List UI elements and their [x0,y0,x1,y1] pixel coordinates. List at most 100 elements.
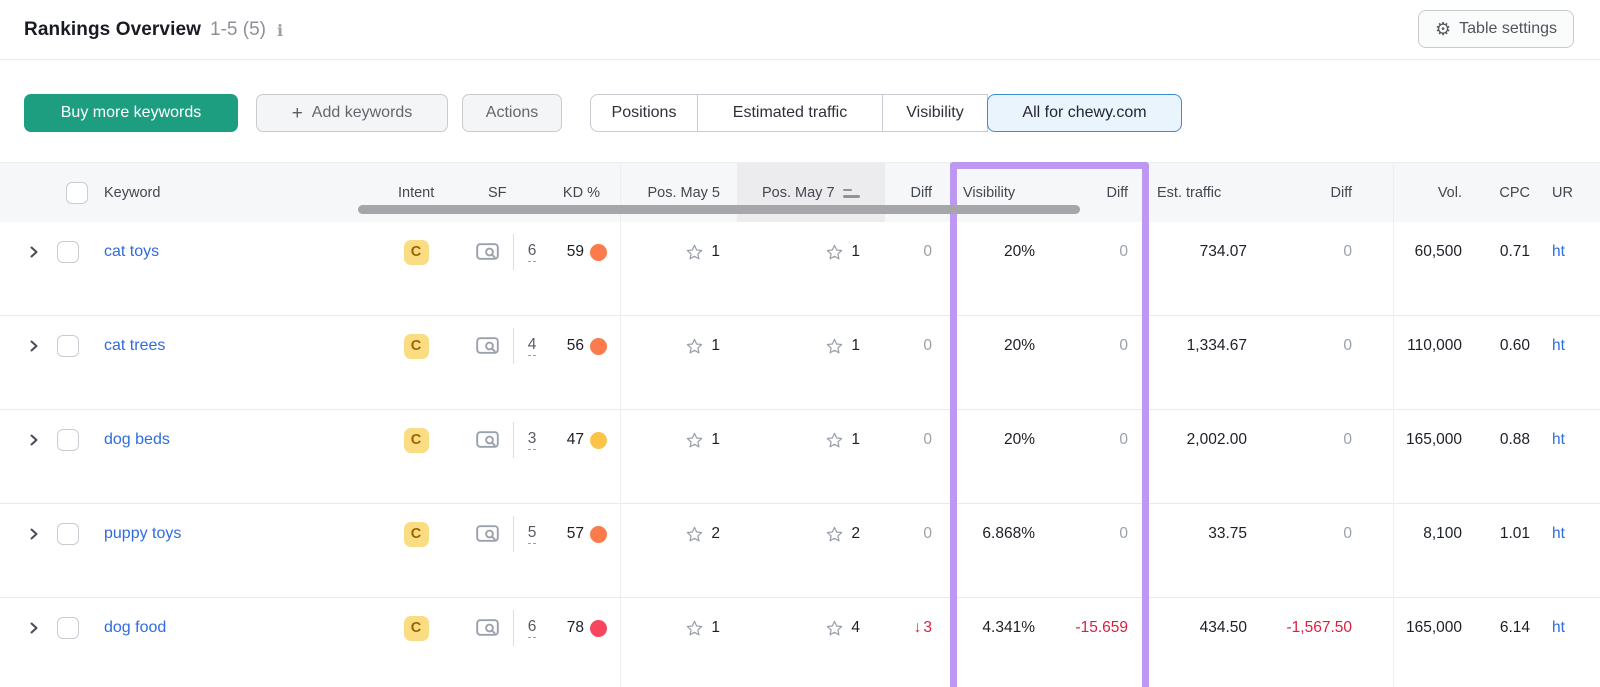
star-icon [827,338,843,353]
pos-may-7-value: 1 [851,431,860,448]
url-link[interactable]: ht [1552,243,1565,260]
info-icon[interactable]: i [276,20,284,40]
add-keywords-button[interactable]: + Add keywords [256,94,448,132]
col-visibility[interactable]: Visibility [963,185,1016,201]
kd-dot [590,431,607,449]
col-est-traffic[interactable]: Est. traffic [1157,185,1222,201]
col-cpc[interactable]: CPC [1499,185,1530,201]
col-diff-visibility[interactable]: Diff [1106,185,1129,201]
est-traffic-value: 2,002.00 [1186,431,1247,448]
est-traffic-value: 434.50 [1199,619,1247,636]
serp-features-icon[interactable] [476,518,502,550]
serp-features-count[interactable]: 3 [522,424,542,456]
horizontal-scrollbar[interactable] [358,205,1080,214]
volume-value: 165,000 [1405,619,1462,636]
row-checkbox[interactable] [57,335,79,357]
volume-value: 165,000 [1405,431,1462,448]
intent-badge-commercial[interactable]: C [403,239,429,265]
est-traffic-diff: -1,567.50 [1286,619,1353,636]
visibility-value: 4.341% [982,619,1035,636]
est-traffic-value: 734.07 [1199,243,1247,260]
row-checkbox[interactable] [57,523,79,545]
tab-visibility[interactable]: Visibility [882,94,988,132]
keyword-link[interactable]: dog beds [104,431,170,448]
keyword-link[interactable]: cat trees [104,337,166,354]
divider [513,234,514,270]
col-pos-may-5[interactable]: Pos. May 5 [647,185,720,201]
kd-value: 47 [566,431,584,448]
url-link[interactable]: ht [1552,337,1565,354]
row-checkbox[interactable] [57,617,79,639]
expand-chevron-icon[interactable] [26,612,48,644]
tab-positions[interactable]: Positions [590,94,698,132]
select-all-checkbox[interactable] [66,163,88,223]
kd-dot [590,243,607,261]
col-pos-may-7[interactable]: Pos. May 7 [762,163,860,223]
expand-chevron-icon[interactable] [26,518,48,550]
tab-estimated-traffic[interactable]: Estimated traffic [697,94,883,132]
divider [513,516,514,552]
intent-badge-commercial[interactable]: C [403,521,429,547]
title-wrap: Rankings Overview 1-5 (5) i [24,0,283,60]
serp-features-count[interactable]: 6 [522,236,542,268]
intent-badge-commercial[interactable]: C [403,427,429,453]
col-volume[interactable]: Vol. [1437,185,1462,201]
row-checkbox[interactable] [57,429,79,451]
serp-features-count[interactable]: 5 [522,518,542,550]
table-row: cat toys C 6 59 1 1 0 20% 0 734.07 0 60,… [0,222,1600,316]
intent-badge-commercial[interactable]: C [403,615,429,641]
col-sf[interactable]: SF [488,185,507,201]
actions-button[interactable]: Actions [462,94,562,132]
serp-features-icon[interactable] [476,424,502,456]
keyword-link[interactable]: puppy toys [104,525,182,542]
col-keyword[interactable]: Keyword [104,185,161,201]
divider [513,610,514,646]
row-checkbox[interactable] [57,241,79,263]
url-link[interactable]: ht [1552,525,1565,542]
cpc-value: 6.14 [1499,619,1530,636]
column-group-divider [620,162,621,687]
divider [513,328,514,364]
keyword-link[interactable]: cat toys [104,243,160,260]
serp-features-icon[interactable] [476,612,502,644]
col-url[interactable]: URL [1552,185,1572,201]
table-settings-button[interactable]: ⚙ Table settings [1418,10,1574,48]
star-icon [687,338,703,353]
gear-icon: ⚙ [1435,19,1452,39]
add-keywords-label: Add keywords [311,104,413,121]
table-row: cat trees C 4 56 1 1 0 20% 0 1,334.67 0 … [0,316,1600,410]
col-diff-traffic[interactable]: Diff [1330,185,1353,201]
expand-chevron-icon[interactable] [26,330,48,362]
star-icon [687,526,703,541]
toolbar: Buy more keywords + Add keywords Actions… [0,60,1600,162]
url-link[interactable]: ht [1552,619,1565,636]
intent-badge-commercial[interactable]: C [403,333,429,359]
positions-diff: 3 [923,619,932,636]
serp-features-count[interactable]: 6 [522,612,542,644]
kd-dot [590,619,607,637]
pos-may-7-value: 2 [851,525,860,542]
tab-all-for-domain[interactable]: All for chewy.com [987,94,1182,132]
expand-chevron-icon[interactable] [26,424,48,456]
serp-features-icon[interactable] [476,330,502,362]
pos-may-7-value: 1 [851,243,860,260]
buy-more-keywords-button[interactable]: Buy more keywords [24,94,238,132]
expand-chevron-icon[interactable] [26,236,48,268]
kd-value: 59 [566,243,584,260]
serp-features-count[interactable]: 4 [522,330,542,362]
kd-value: 57 [566,525,584,542]
url-link[interactable]: ht [1552,431,1565,448]
star-icon [827,526,843,541]
visibility-diff: 0 [1119,337,1128,354]
est-traffic-diff: 0 [1343,525,1352,542]
col-diff-positions[interactable]: Diff [910,185,933,201]
positions-diff: 0 [923,431,932,448]
serp-features-icon[interactable] [476,236,502,268]
pos-may-5-value: 1 [711,431,720,448]
col-intent[interactable]: Intent [398,185,435,201]
pos-may-5-value: 1 [711,243,720,260]
col-kd[interactable]: KD % [562,185,600,201]
keyword-link[interactable]: dog food [104,619,167,636]
kd-dot [590,337,607,355]
cpc-value: 0.71 [1499,243,1530,260]
